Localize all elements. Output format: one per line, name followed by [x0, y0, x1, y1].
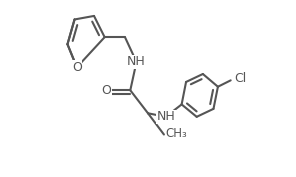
Text: NH: NH	[127, 55, 146, 68]
Text: O: O	[72, 61, 82, 74]
Text: O: O	[102, 84, 111, 97]
Text: Cl: Cl	[235, 72, 247, 85]
Text: CH₃: CH₃	[165, 127, 187, 140]
Text: NH: NH	[156, 110, 175, 123]
